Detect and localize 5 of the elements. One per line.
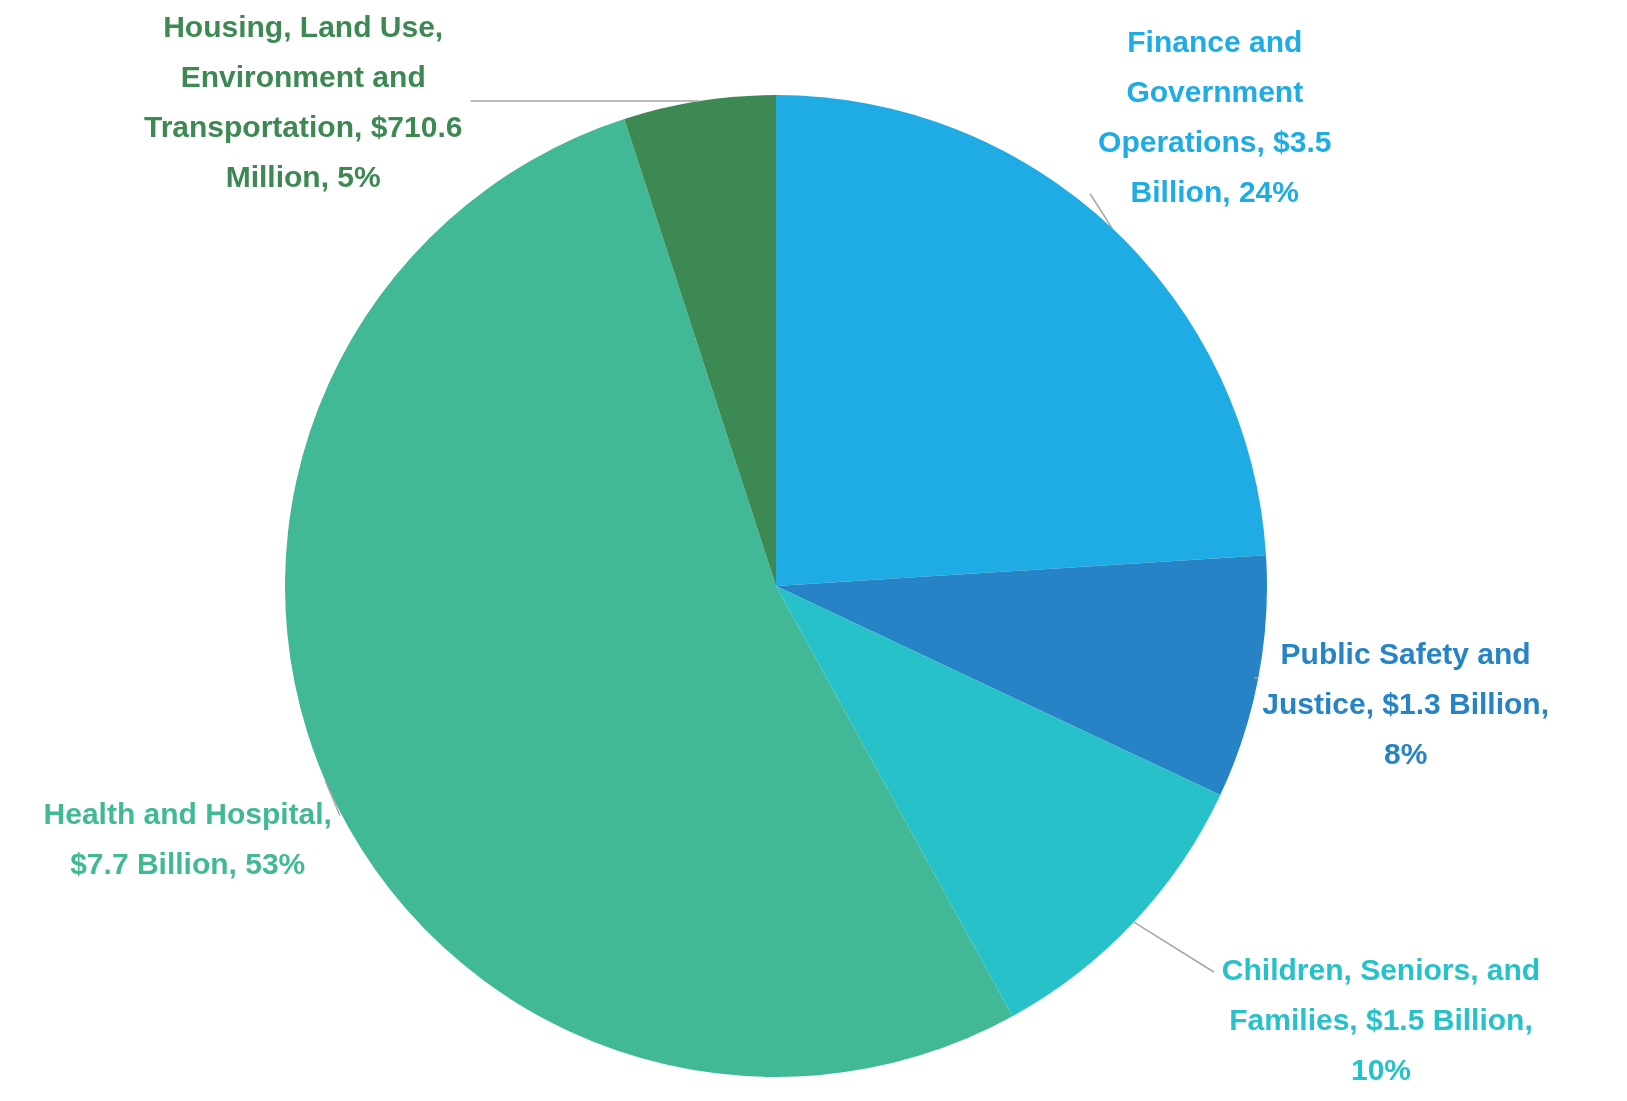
slice-label: Health and Hospital, $7.7 Billion, 53%: [43, 796, 332, 880]
slice-label: Public Safety and Justice, $1.3 Billion, 8%: [1262, 637, 1550, 771]
slice-label: Housing, Land Use, Environment and Transportation, $710.6 Million, 5%: [143, 10, 463, 194]
slice-label: Children, Seniors, and Families, $1.5 Billion, 10%: [1221, 953, 1541, 1087]
slice-label: Finance and Government Operations, $3.5 Billion, 24%: [1098, 25, 1332, 208]
